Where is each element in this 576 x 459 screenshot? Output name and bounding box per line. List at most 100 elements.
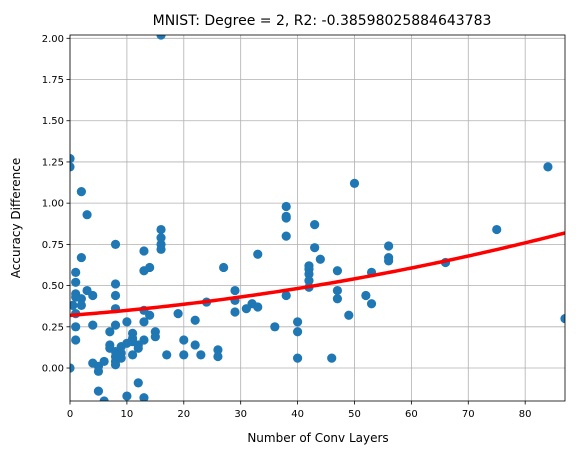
data-point [110, 290, 121, 301]
fit-curve [70, 231, 565, 318]
data-point [281, 213, 291, 223]
data-point [253, 302, 263, 312]
y-axis-label: Accuracy Difference [9, 158, 23, 278]
data-point [88, 320, 98, 330]
y-tick-label: 1.75 [42, 75, 64, 86]
data-point [76, 187, 86, 197]
data-point [133, 378, 143, 388]
data-point [179, 335, 189, 345]
data-point [281, 290, 291, 301]
data-point [196, 350, 206, 360]
data-point [71, 277, 81, 287]
data-point [139, 246, 149, 256]
data-point [71, 335, 81, 345]
y-tick-label: 0.25 [42, 322, 64, 333]
x-tick-label: 20 [177, 409, 190, 420]
x-tick-label: 60 [405, 409, 418, 420]
data-point [310, 219, 320, 230]
data-point [156, 233, 166, 243]
data-point [492, 224, 502, 235]
data-point [82, 210, 92, 220]
x-tick-label: 70 [462, 409, 475, 420]
data-point [70, 154, 75, 164]
data-point [88, 290, 98, 301]
data-point [332, 266, 343, 276]
data-point [190, 315, 200, 325]
data-point [133, 343, 143, 353]
y-tick-label: 0.50 [42, 281, 64, 292]
data-point [122, 391, 132, 401]
data-point [76, 252, 86, 263]
data-point [190, 340, 200, 350]
data-point [543, 162, 553, 172]
plot-frame [69, 34, 566, 402]
y-tick-label: 0.00 [42, 364, 64, 375]
data-point [332, 285, 343, 296]
data-point [145, 262, 155, 273]
data-point [366, 299, 377, 309]
data-point [110, 320, 121, 330]
data-point [315, 254, 325, 264]
data-point [70, 162, 75, 172]
data-point [99, 396, 109, 401]
data-point [344, 310, 354, 320]
data-point [70, 363, 75, 373]
data-point [71, 322, 81, 332]
data-point [292, 317, 303, 327]
data-point [70, 300, 78, 310]
x-tick-label: 10 [121, 409, 134, 420]
data-point [110, 239, 121, 249]
data-point [384, 241, 394, 251]
data-point [179, 350, 189, 360]
x-tick-label: 30 [234, 409, 247, 420]
data-point [230, 285, 240, 296]
chart-title: MNIST: Degree = 2, R2: -0.38598025884643… [153, 13, 492, 29]
data-point [219, 262, 229, 273]
data-point [384, 256, 394, 266]
data-point [105, 327, 115, 337]
data-point [156, 224, 166, 235]
data-point [122, 317, 132, 327]
data-point [71, 267, 81, 278]
y-tick-label: 1.00 [42, 199, 64, 210]
data-point [327, 353, 337, 363]
data-point [332, 294, 343, 304]
y-tick-label: 1.25 [42, 157, 64, 168]
data-point [76, 294, 86, 304]
data-point [292, 327, 303, 337]
x-tick-label: 50 [348, 409, 361, 420]
plot-area [70, 35, 565, 401]
data-point [110, 360, 121, 370]
data-point [253, 249, 263, 259]
data-point [281, 231, 291, 241]
data-point [304, 276, 314, 286]
y-tick-label: 0.75 [42, 240, 64, 251]
data-point [145, 310, 155, 320]
data-point [560, 313, 565, 324]
x-axis-label: Number of Conv Layers [247, 431, 388, 445]
data-point [127, 350, 138, 360]
data-point [93, 366, 104, 376]
data-point [213, 345, 223, 355]
y-tick-label: 1.50 [42, 116, 64, 127]
data-point [281, 201, 291, 212]
data-point [304, 269, 314, 279]
data-point [230, 307, 240, 317]
data-point [139, 335, 149, 345]
x-tick-label: 0 [67, 409, 73, 420]
data-point [349, 178, 360, 188]
x-tick-label: 80 [519, 409, 532, 420]
data-point [116, 353, 126, 363]
data-point [156, 35, 166, 40]
data-point [292, 353, 303, 363]
y-tick-label: 2.00 [42, 34, 64, 45]
data-point [162, 350, 172, 360]
data-point [173, 309, 183, 319]
data-point [150, 332, 160, 342]
data-point [139, 317, 149, 327]
data-point [156, 244, 166, 254]
data-point [110, 279, 121, 289]
data-point [139, 393, 149, 401]
